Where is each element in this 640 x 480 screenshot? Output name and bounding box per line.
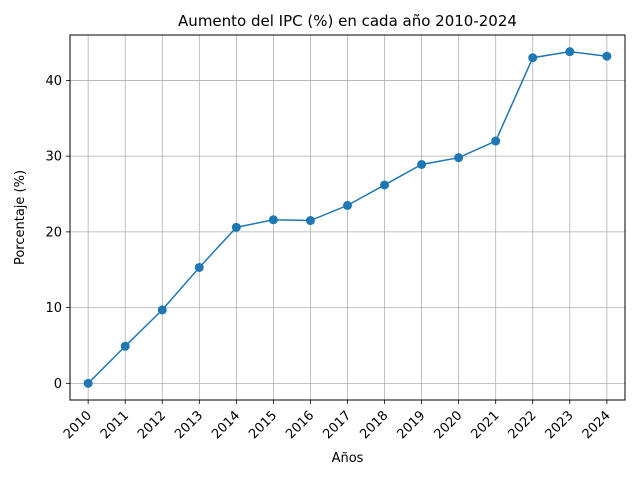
y-tick-label: 0: [54, 377, 62, 392]
data-point: [454, 153, 464, 163]
data-point: [491, 136, 501, 146]
x-tick-label: 2017: [320, 408, 354, 442]
data-point: [343, 200, 352, 210]
data-point: [83, 378, 93, 388]
data-point: [231, 222, 241, 232]
y-axis: 0 10 20 30 40: [45, 74, 70, 392]
data-point: [602, 51, 612, 61]
chart-title: Aumento del IPC (%) en cada año 2010-202…: [178, 12, 517, 30]
x-tick-label: 2014: [209, 408, 243, 442]
y-tick-label: 10: [45, 301, 62, 316]
data-point: [194, 262, 204, 272]
series-layer: [83, 47, 612, 388]
x-tick-label: 2019: [394, 408, 428, 442]
x-axis-label: Años: [332, 451, 364, 466]
y-tick-label: 20: [45, 225, 62, 240]
data-point: [305, 216, 315, 226]
data-point: [157, 305, 167, 315]
data-point: [565, 47, 575, 57]
data-point: [528, 53, 538, 63]
x-tick-label: 2011: [98, 408, 132, 442]
y-axis-label: Porcentaje (%): [13, 170, 28, 265]
x-tick-label: 2024: [580, 408, 614, 442]
x-tick-label: 2012: [135, 408, 169, 442]
y-tick-label: 40: [45, 74, 62, 89]
x-tick-label: 2018: [357, 408, 391, 442]
grid: [70, 35, 625, 400]
x-tick-label: 2021: [469, 408, 503, 442]
x-tick-label: 2022: [506, 408, 540, 442]
data-point: [380, 180, 390, 190]
x-tick-label: 2020: [431, 408, 465, 442]
x-tick-label: 2010: [61, 408, 95, 442]
x-tick-label: 2016: [283, 408, 317, 442]
x-tick-label: 2015: [246, 408, 280, 442]
data-point: [268, 215, 278, 225]
data-point: [417, 159, 427, 169]
x-axis: 2010 2011 2012 2013 2014 2015 2016 2017 2018 2019…: [61, 400, 614, 442]
x-tick-label: 2013: [172, 408, 206, 442]
y-tick-label: 30: [45, 150, 62, 165]
x-tick-label: 2023: [543, 408, 577, 442]
data-point: [120, 341, 130, 351]
